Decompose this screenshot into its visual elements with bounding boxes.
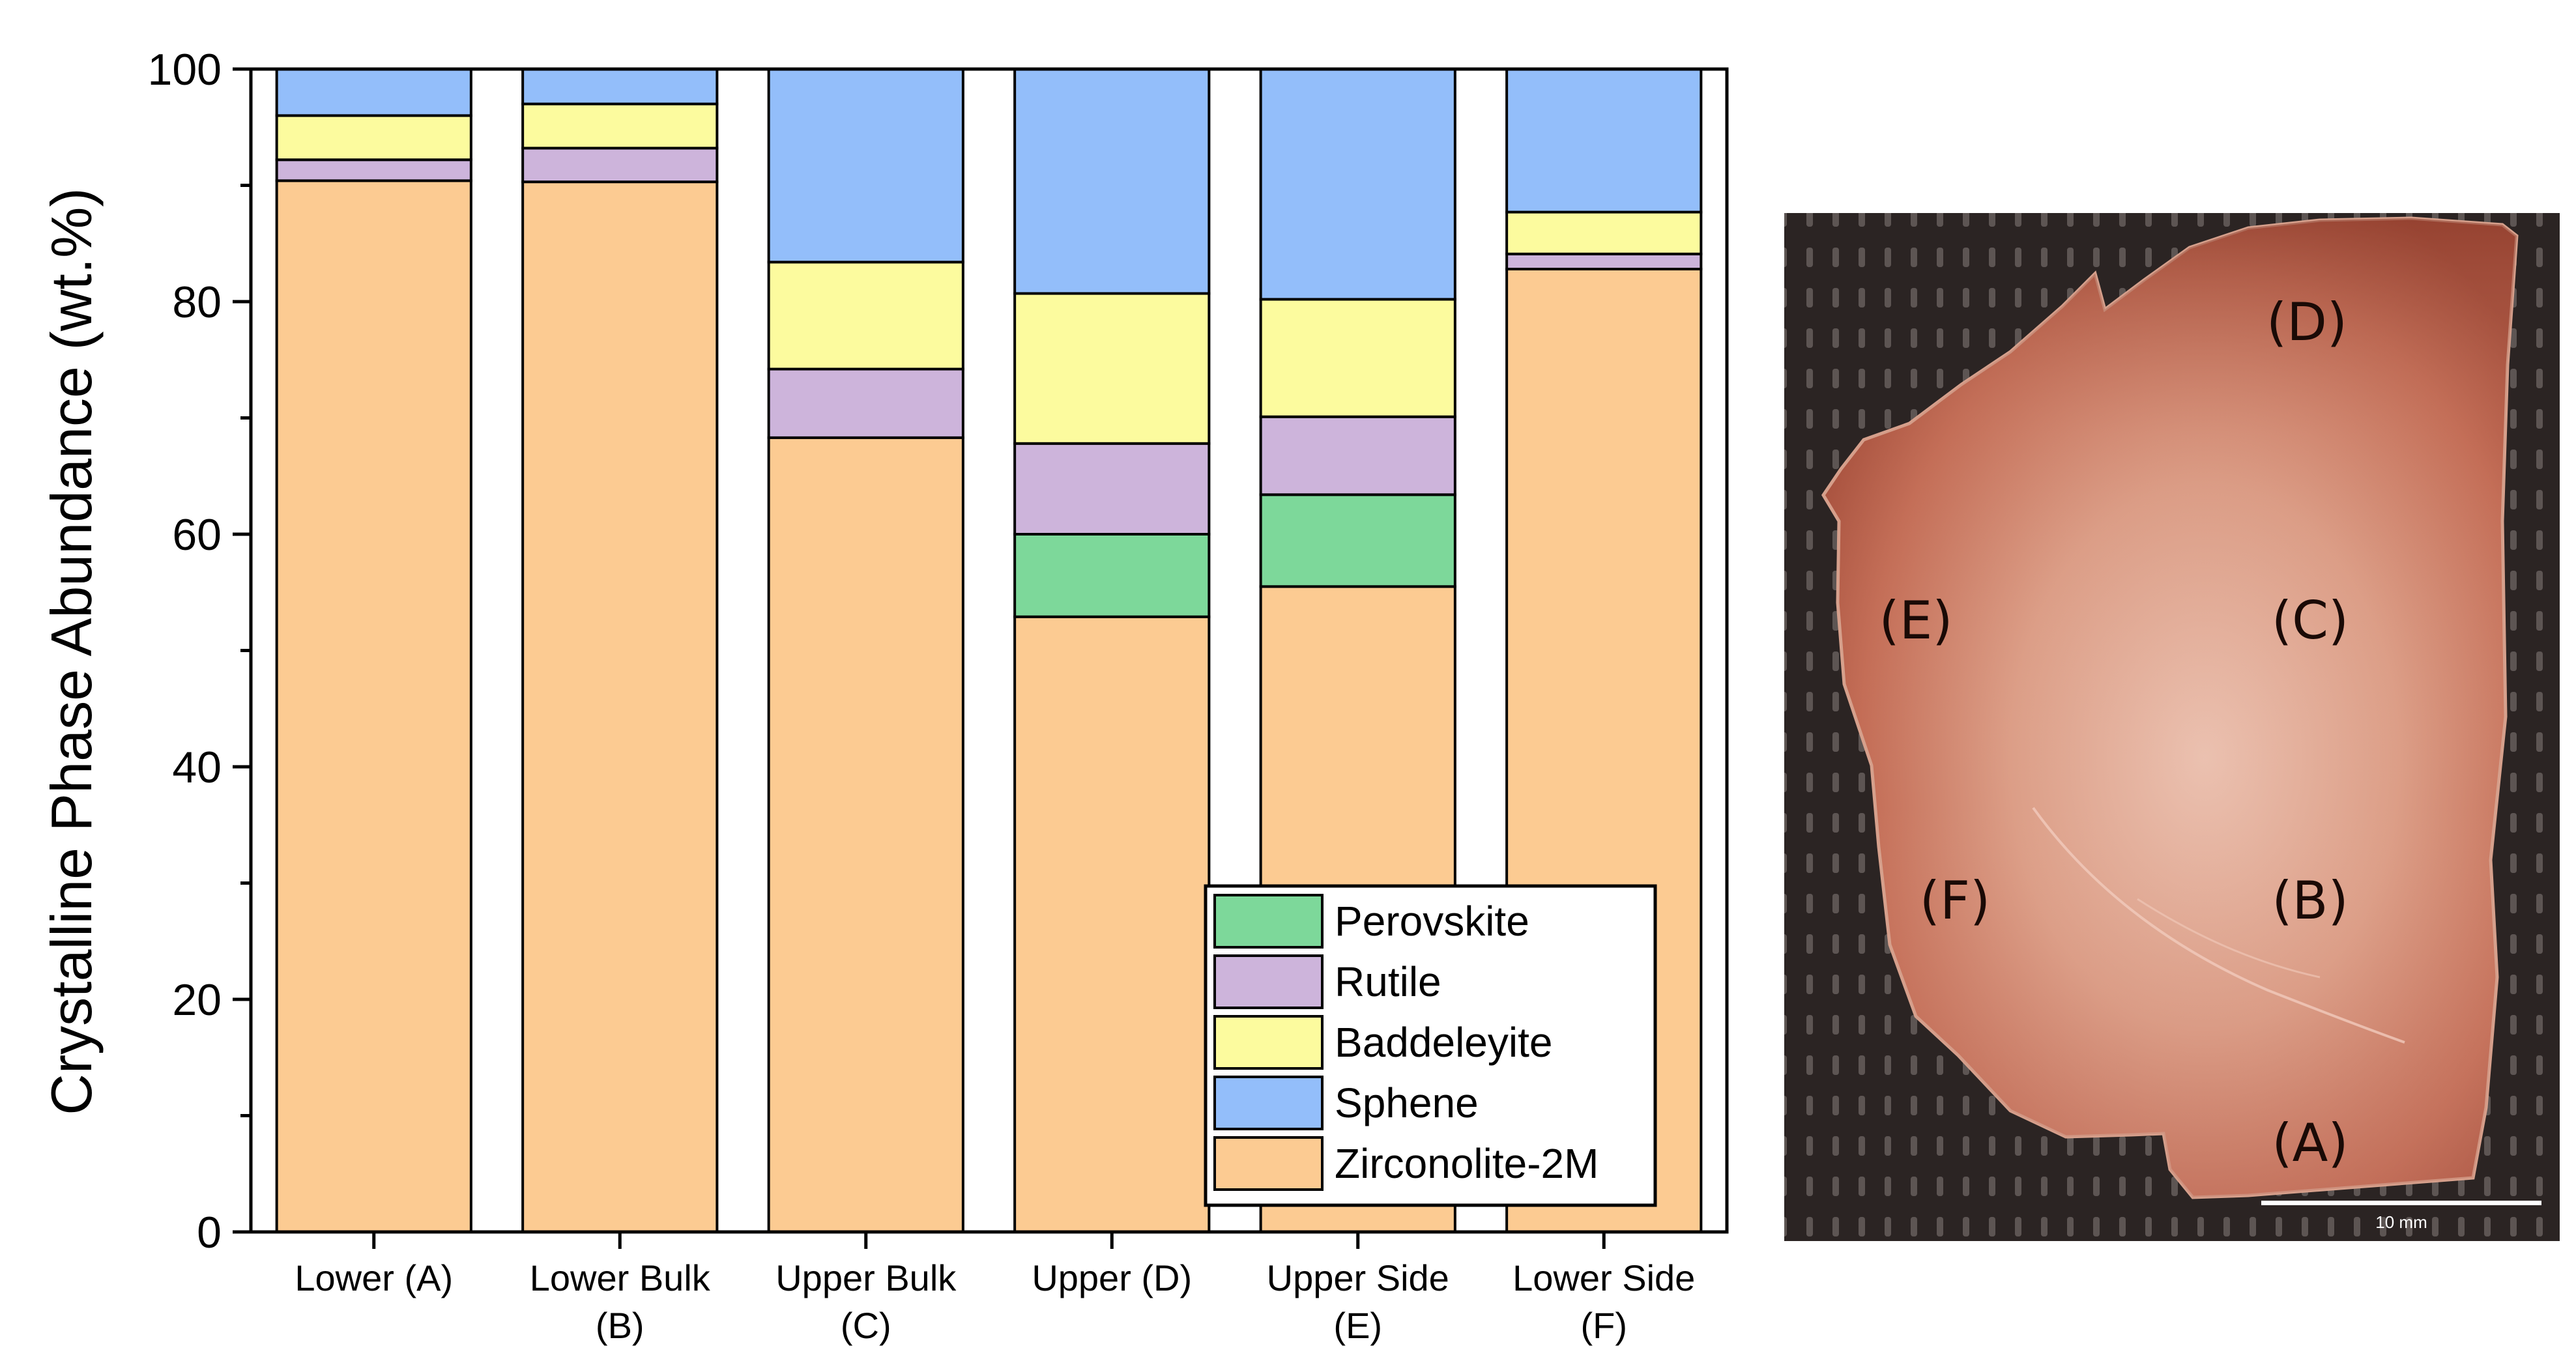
x-tick-label: Upper (D) xyxy=(1032,1257,1192,1298)
x-tick-label: Lower (A) xyxy=(295,1257,453,1298)
bar-segment-baddeleyite xyxy=(1013,292,1211,445)
scale-bar-label: 10 mm xyxy=(2375,1212,2427,1232)
bar-segment-sphene xyxy=(767,68,964,264)
bar-segment-rutile xyxy=(767,367,964,439)
bar-segment-rutile xyxy=(521,147,719,184)
y-tick-label: 0 xyxy=(197,1208,222,1257)
bar-segment-perovskite xyxy=(1013,533,1211,618)
scale-bar xyxy=(2261,1201,2541,1205)
legend-label: Sphene xyxy=(1335,1079,1479,1126)
bar-segment-sphene xyxy=(1259,68,1456,301)
sample-crack xyxy=(2137,898,2321,979)
y-tick-label: 100 xyxy=(148,45,222,94)
legend-label: Zirconolite-2M xyxy=(1335,1140,1599,1187)
region-label-a: (A) xyxy=(2272,1113,2348,1173)
bar-segment-rutile xyxy=(1505,252,1703,271)
x-tick-label: Lower Bulk xyxy=(530,1257,711,1298)
region-label-f: (F) xyxy=(1920,870,1990,931)
bar-segment-rutile xyxy=(275,158,472,182)
x-tick-label: Upper Side xyxy=(1267,1257,1449,1298)
bar-segment-sphene xyxy=(1013,68,1211,295)
bar-segment-baddeleyite xyxy=(275,114,472,162)
bar-segment-zirconolite-2m xyxy=(1013,615,1211,1233)
legend-label: Perovskite xyxy=(1335,898,1529,945)
legend-label: Baddeleyite xyxy=(1335,1019,1552,1066)
y-tick-label: 40 xyxy=(172,743,222,792)
x-tick-label: (F) xyxy=(1580,1305,1627,1346)
region-label-e: (E) xyxy=(1879,590,1953,651)
bar-segment-perovskite xyxy=(1259,493,1456,588)
bar-segment-baddeleyite xyxy=(1505,210,1703,255)
x-tick-label: (B) xyxy=(596,1305,644,1346)
bar-segment-rutile xyxy=(1013,442,1211,536)
sample-shading xyxy=(1823,218,2517,1197)
x-tick-label: Upper Bulk xyxy=(775,1257,957,1298)
sample-photo: (D) (E) (C) (F) (B) (A) 10 mm xyxy=(1784,213,2560,1241)
y-tick-label: 20 xyxy=(172,975,222,1025)
region-label-b: (B) xyxy=(2272,870,2348,931)
y-axis-label: Crystalline Phase Abundance (wt.%) xyxy=(39,188,104,1115)
legend-swatch xyxy=(1213,1076,1324,1130)
legend-swatch xyxy=(1213,1015,1324,1070)
bar-segment-zirconolite-2m xyxy=(275,179,472,1233)
bar-segment-baddeleyite xyxy=(767,261,964,371)
y-tick-label: 60 xyxy=(172,510,222,560)
bar-segment-baddeleyite xyxy=(521,102,719,150)
x-tick-label: (E) xyxy=(1333,1305,1382,1346)
sample-crack xyxy=(2032,807,2405,1044)
bar-segment-rutile xyxy=(1259,415,1456,496)
region-label-d: (D) xyxy=(2266,292,2347,352)
stacked-bar-chart: 0 20 40 60 80 100 Lower (A) Lower Bulk (B) Upper… xyxy=(39,45,1729,1346)
legend-swatch xyxy=(1213,894,1324,949)
legend-swatch xyxy=(1213,1136,1324,1191)
bar-segment-baddeleyite xyxy=(1259,298,1456,418)
bar-segment-sphene xyxy=(275,68,472,117)
x-tick-label: Lower Side xyxy=(1512,1257,1695,1298)
legend-label: Rutile xyxy=(1335,958,1441,1005)
y-axis: 0 20 40 60 80 100 xyxy=(148,45,251,1257)
bar-segment-zirconolite-2m xyxy=(767,436,964,1233)
x-tick-label: (C) xyxy=(841,1305,891,1346)
legend: Perovskite Rutile Baddeleyite Sphene Zircono… xyxy=(1204,884,1657,1207)
bar-segment-sphene xyxy=(521,68,719,106)
bar-segment-zirconolite-2m xyxy=(521,180,719,1233)
bar-segment-sphene xyxy=(1505,68,1703,214)
legend-swatch xyxy=(1213,954,1324,1009)
region-label-c: (C) xyxy=(2272,590,2349,651)
y-tick-label: 80 xyxy=(172,278,222,327)
x-axis: Lower (A) Lower Bulk (B) Upper Bulk (C) Upper… xyxy=(295,1232,1695,1346)
